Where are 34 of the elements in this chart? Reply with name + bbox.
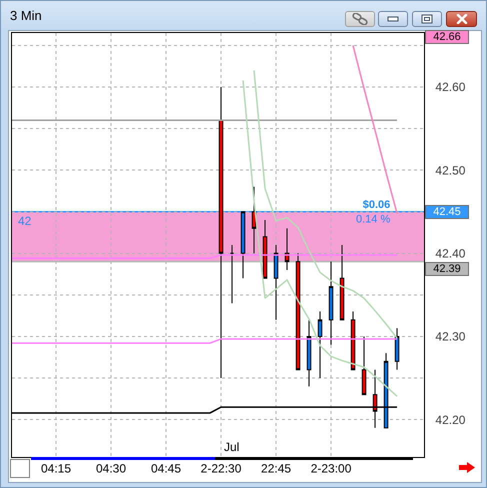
candlestick: [274, 244, 278, 320]
candlestick: [284, 228, 290, 270]
annotation: 42: [18, 214, 32, 228]
chart-title: 3 Min: [10, 8, 42, 23]
candlestick: [240, 211, 246, 279]
y-tick-label: 42.40: [435, 246, 466, 261]
y-tick-label: 42.30: [435, 330, 466, 344]
x-tick-label: 04:45: [151, 461, 182, 476]
candlestick: [328, 261, 334, 346]
annotation: Jul: [224, 440, 240, 454]
line-series: [253, 70, 398, 339]
annotation: $0.06 0.14 %: [356, 199, 390, 226]
candlestick: [362, 336, 366, 396]
candlestick: [306, 319, 312, 387]
candlestick: [340, 244, 344, 320]
ref-line-label: 42.45: [433, 206, 461, 218]
line-series: [242, 80, 398, 398]
y-tick-label: 42.50: [435, 163, 466, 178]
y-tick-label: 42.60: [435, 80, 466, 94]
x-tick-label: 2-23:00: [310, 461, 352, 476]
x-tick-label: 04:15: [40, 461, 72, 476]
candlestick: [262, 220, 268, 279]
candlestick: [230, 244, 234, 304]
candlestick: [296, 252, 300, 370]
candlestick: [318, 311, 322, 379]
ref-line-label: 42.39: [433, 263, 461, 275]
line-series: [352, 44, 398, 214]
candlestick: [394, 328, 400, 370]
x-tick-label: 2-22:30: [200, 461, 242, 476]
annotation: 42.66: [433, 31, 461, 43]
x-tick-label: 04:30: [96, 461, 126, 476]
y-tick-label: 42.20: [435, 412, 466, 427]
x-tick-label: 22:45: [261, 461, 292, 476]
candlestick: [350, 311, 356, 370]
